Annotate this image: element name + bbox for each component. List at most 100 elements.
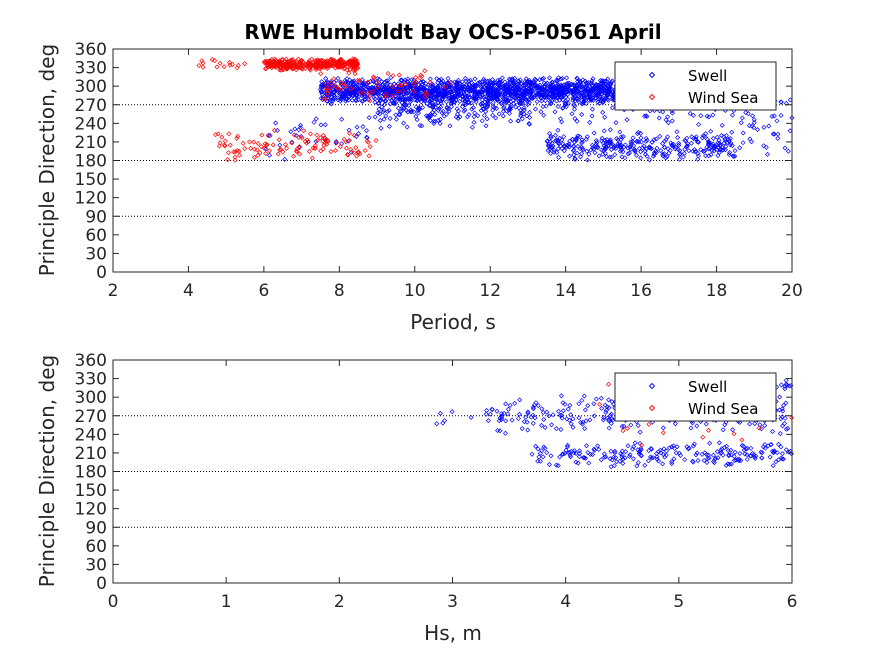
point bbox=[601, 414, 607, 420]
point bbox=[414, 84, 420, 90]
point bbox=[502, 91, 508, 97]
point bbox=[559, 412, 565, 418]
point bbox=[554, 98, 560, 104]
legend-marker-wind-sea bbox=[648, 404, 656, 412]
point bbox=[383, 94, 389, 100]
point bbox=[424, 92, 430, 98]
point bbox=[565, 406, 571, 412]
point bbox=[320, 61, 326, 67]
point bbox=[222, 138, 228, 144]
point bbox=[283, 61, 289, 67]
point bbox=[596, 153, 602, 159]
point bbox=[481, 106, 487, 112]
point bbox=[511, 81, 517, 87]
point bbox=[385, 109, 391, 115]
point bbox=[596, 447, 602, 453]
point bbox=[570, 148, 576, 154]
point bbox=[385, 71, 391, 77]
point bbox=[563, 104, 569, 110]
point bbox=[571, 448, 577, 454]
point bbox=[498, 84, 504, 90]
point bbox=[212, 58, 218, 64]
point bbox=[657, 133, 663, 139]
point bbox=[377, 111, 383, 117]
point bbox=[771, 131, 777, 137]
point bbox=[561, 82, 567, 88]
point bbox=[398, 77, 404, 83]
point bbox=[340, 91, 346, 97]
point bbox=[362, 97, 368, 103]
point bbox=[377, 117, 383, 123]
point bbox=[654, 451, 660, 457]
point bbox=[602, 114, 608, 120]
point bbox=[582, 83, 588, 89]
x-tick-label: 10 bbox=[404, 281, 426, 301]
point bbox=[425, 113, 431, 119]
point bbox=[435, 94, 441, 100]
point bbox=[385, 80, 391, 86]
point bbox=[383, 98, 389, 104]
y-tick-label: 30 bbox=[85, 555, 107, 575]
point bbox=[466, 112, 472, 118]
legend-box bbox=[614, 372, 777, 422]
point bbox=[637, 448, 643, 454]
point bbox=[354, 65, 360, 71]
point bbox=[405, 76, 411, 82]
point bbox=[625, 151, 631, 157]
point bbox=[373, 80, 379, 86]
point bbox=[638, 452, 644, 458]
point bbox=[782, 386, 788, 392]
point bbox=[385, 78, 391, 84]
point bbox=[557, 90, 563, 96]
point bbox=[336, 58, 342, 64]
point bbox=[573, 450, 579, 456]
point bbox=[472, 94, 478, 100]
point bbox=[562, 401, 568, 407]
point bbox=[598, 81, 604, 87]
point bbox=[216, 143, 222, 149]
point bbox=[282, 156, 288, 162]
point bbox=[584, 157, 590, 163]
point bbox=[435, 86, 441, 92]
point bbox=[547, 75, 553, 81]
point bbox=[506, 85, 512, 91]
point bbox=[490, 107, 496, 113]
point bbox=[719, 122, 725, 128]
point bbox=[264, 142, 270, 148]
point bbox=[346, 62, 352, 68]
x-tick-label: 1 bbox=[221, 592, 232, 612]
point bbox=[579, 397, 585, 403]
point bbox=[631, 444, 637, 450]
point bbox=[599, 147, 605, 153]
point bbox=[328, 80, 334, 86]
point bbox=[713, 455, 719, 461]
point bbox=[740, 130, 746, 136]
point bbox=[581, 94, 587, 100]
point bbox=[516, 83, 522, 89]
point bbox=[694, 450, 700, 456]
point bbox=[575, 133, 581, 139]
point bbox=[521, 419, 527, 425]
point bbox=[548, 101, 554, 107]
point bbox=[332, 65, 338, 71]
point bbox=[688, 140, 694, 146]
point bbox=[586, 460, 592, 466]
point bbox=[568, 82, 574, 88]
point bbox=[728, 447, 734, 453]
point bbox=[627, 452, 633, 458]
point bbox=[497, 77, 503, 83]
point bbox=[701, 148, 707, 154]
point bbox=[497, 82, 503, 88]
point bbox=[545, 147, 551, 153]
y-tick-label: 240 bbox=[75, 425, 107, 445]
point bbox=[496, 418, 502, 424]
point bbox=[778, 112, 784, 118]
point bbox=[310, 63, 316, 69]
point bbox=[266, 61, 272, 67]
point bbox=[690, 112, 696, 118]
point bbox=[609, 154, 615, 160]
point bbox=[378, 96, 384, 102]
point bbox=[413, 79, 419, 85]
point bbox=[756, 425, 762, 431]
point bbox=[453, 87, 459, 93]
